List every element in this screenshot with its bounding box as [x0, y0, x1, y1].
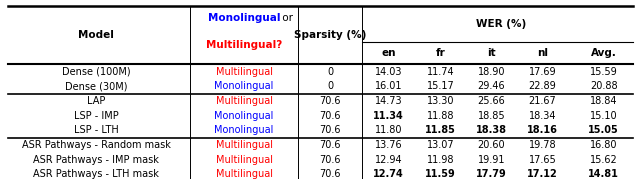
- Text: 15.59: 15.59: [589, 67, 618, 77]
- Text: 22.89: 22.89: [529, 81, 556, 91]
- Text: 11.85: 11.85: [425, 125, 456, 135]
- Text: Monolingual: Monolingual: [208, 13, 280, 23]
- Text: Multilingual: Multilingual: [216, 155, 273, 165]
- Text: 19.91: 19.91: [477, 155, 505, 165]
- Text: 20.88: 20.88: [590, 81, 618, 91]
- Text: 18.90: 18.90: [477, 67, 505, 77]
- Text: 14.81: 14.81: [588, 170, 619, 179]
- Text: 19.78: 19.78: [529, 140, 556, 150]
- Text: Dense (30M): Dense (30M): [65, 81, 127, 91]
- Text: Sparsity (%): Sparsity (%): [294, 30, 366, 40]
- Text: 29.46: 29.46: [477, 81, 505, 91]
- Text: Dense (100M): Dense (100M): [61, 67, 131, 77]
- Text: Model: Model: [78, 30, 114, 40]
- Text: 14.03: 14.03: [375, 67, 403, 77]
- Text: ASR Pathways - LTH mask: ASR Pathways - LTH mask: [33, 170, 159, 179]
- Text: 70.6: 70.6: [319, 140, 341, 150]
- Text: 11.74: 11.74: [427, 67, 454, 77]
- Text: 17.12: 17.12: [527, 170, 558, 179]
- Text: 13.76: 13.76: [374, 140, 403, 150]
- Text: 11.59: 11.59: [425, 170, 456, 179]
- Text: 70.6: 70.6: [319, 96, 341, 106]
- Text: 15.62: 15.62: [589, 155, 618, 165]
- Text: 70.6: 70.6: [319, 111, 341, 121]
- Text: Monolingual: Monolingual: [214, 125, 274, 135]
- Text: it: it: [487, 48, 496, 58]
- Text: LSP - IMP: LSP - IMP: [74, 111, 118, 121]
- Text: 0: 0: [327, 81, 333, 91]
- Text: 18.84: 18.84: [590, 96, 618, 106]
- Text: 17.69: 17.69: [529, 67, 556, 77]
- Text: 17.79: 17.79: [476, 170, 507, 179]
- Text: 70.6: 70.6: [319, 125, 341, 135]
- Text: nl: nl: [537, 48, 548, 58]
- Text: 12.74: 12.74: [373, 170, 404, 179]
- Text: 14.73: 14.73: [374, 96, 403, 106]
- Text: Multilingual: Multilingual: [216, 67, 273, 77]
- Text: Monolingual: Monolingual: [214, 81, 274, 91]
- Text: 11.34: 11.34: [373, 111, 404, 121]
- Text: 15.05: 15.05: [588, 125, 619, 135]
- Text: 11.80: 11.80: [375, 125, 403, 135]
- Text: 15.10: 15.10: [590, 111, 618, 121]
- Text: ASR Pathways - IMP mask: ASR Pathways - IMP mask: [33, 155, 159, 165]
- Text: 16.01: 16.01: [375, 81, 403, 91]
- Text: Multilingual?: Multilingual?: [206, 40, 282, 50]
- Text: WER (%): WER (%): [476, 19, 526, 29]
- Text: 18.16: 18.16: [527, 125, 558, 135]
- Text: Avg.: Avg.: [591, 48, 616, 58]
- Text: 11.88: 11.88: [427, 111, 454, 121]
- Text: Multilingual: Multilingual: [216, 96, 273, 106]
- Text: 13.30: 13.30: [427, 96, 454, 106]
- Text: 20.60: 20.60: [477, 140, 505, 150]
- Text: en: en: [381, 48, 396, 58]
- Text: LAP: LAP: [87, 96, 105, 106]
- Text: 17.65: 17.65: [529, 155, 556, 165]
- Text: 0: 0: [327, 67, 333, 77]
- Text: 18.38: 18.38: [476, 125, 507, 135]
- Text: 11.98: 11.98: [427, 155, 454, 165]
- Text: fr: fr: [436, 48, 445, 58]
- Text: 13.07: 13.07: [427, 140, 454, 150]
- Text: Multilingual: Multilingual: [216, 170, 273, 179]
- Text: 25.66: 25.66: [477, 96, 506, 106]
- Text: 21.67: 21.67: [529, 96, 556, 106]
- Text: Monolingual: Monolingual: [214, 111, 274, 121]
- Text: 18.85: 18.85: [477, 111, 505, 121]
- Text: 15.17: 15.17: [427, 81, 454, 91]
- Text: 70.6: 70.6: [319, 155, 341, 165]
- Text: ASR Pathways - Random mask: ASR Pathways - Random mask: [22, 140, 170, 150]
- Text: 18.34: 18.34: [529, 111, 556, 121]
- Text: LSP - LTH: LSP - LTH: [74, 125, 118, 135]
- Text: 70.6: 70.6: [319, 170, 341, 179]
- Text: Multilingual: Multilingual: [216, 140, 273, 150]
- Text: 16.80: 16.80: [590, 140, 618, 150]
- Text: or: or: [279, 13, 293, 23]
- Text: 12.94: 12.94: [374, 155, 403, 165]
